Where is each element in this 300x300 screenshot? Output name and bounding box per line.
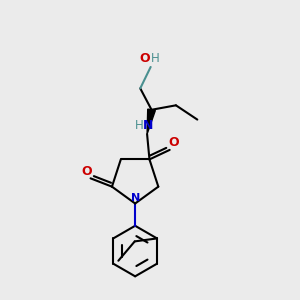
Text: N: N — [142, 119, 153, 132]
Text: N: N — [130, 193, 140, 202]
Text: H: H — [134, 119, 143, 132]
Polygon shape — [147, 109, 155, 134]
Text: O: O — [168, 136, 178, 149]
Text: H: H — [151, 52, 160, 64]
Text: O: O — [140, 52, 150, 65]
Text: O: O — [82, 165, 92, 178]
